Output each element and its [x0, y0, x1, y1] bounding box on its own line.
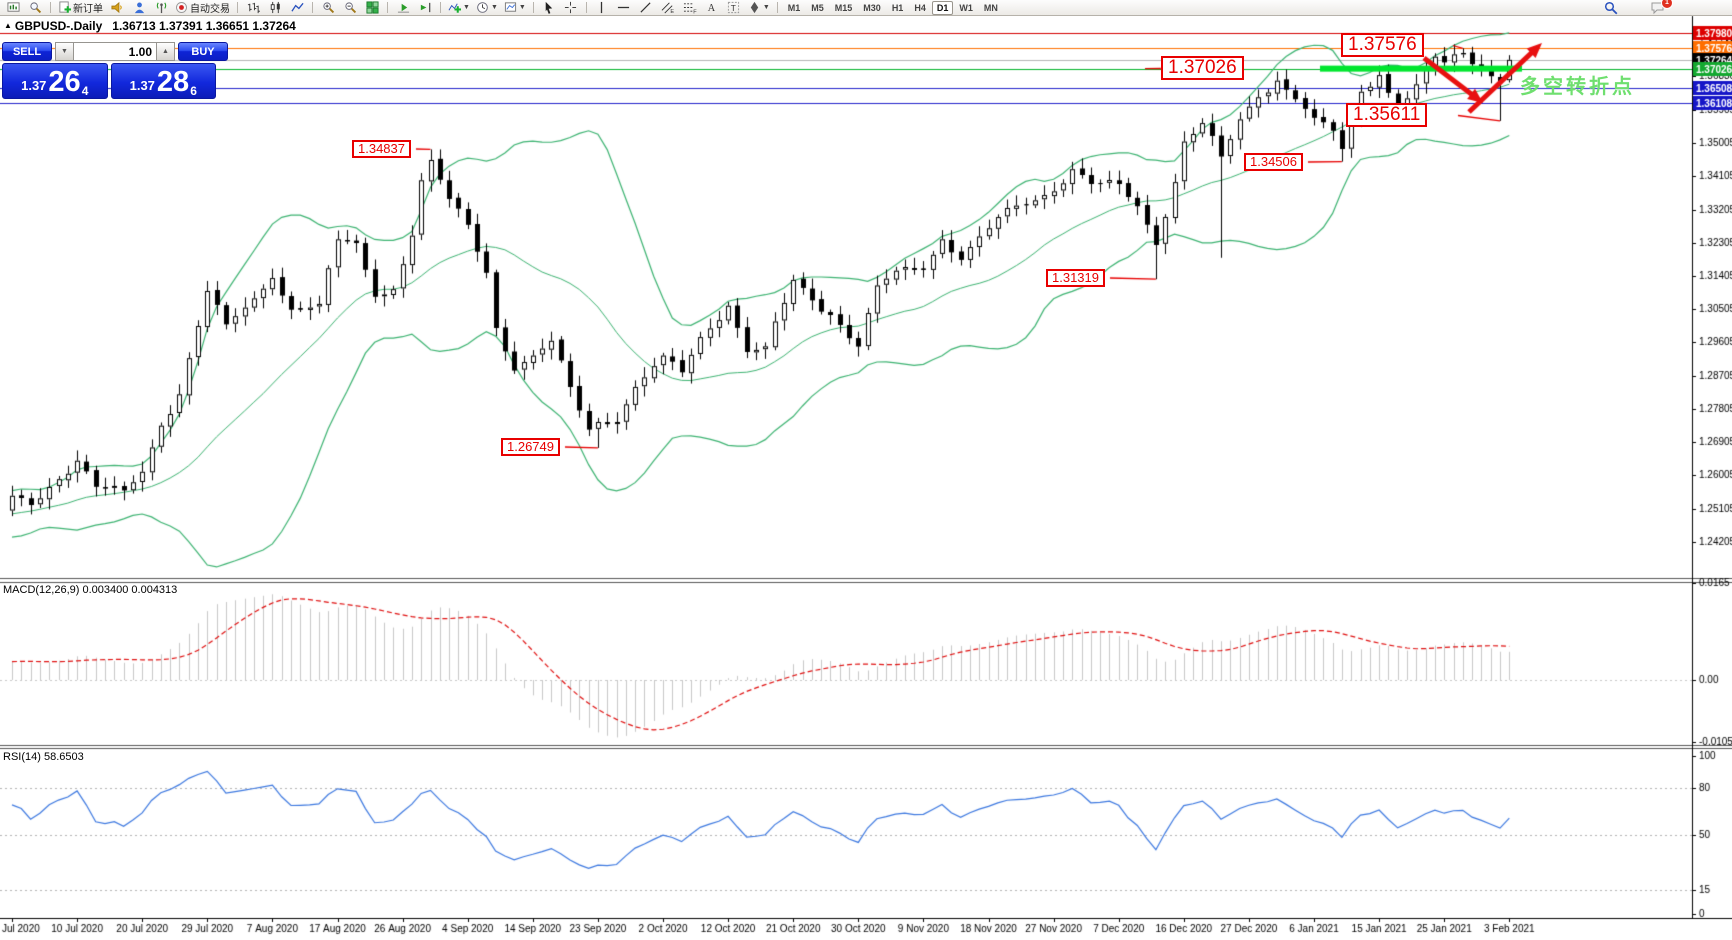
zoom-in-icon[interactable]	[318, 1, 338, 15]
indicators-button[interactable]: ▼	[446, 1, 472, 15]
autotrading-button[interactable]: 自动交易	[173, 1, 232, 15]
equidistant-channel-icon[interactable]: E	[658, 1, 678, 15]
vertical-line-icon[interactable]	[592, 1, 612, 15]
toolbar-separator	[532, 2, 534, 13]
price-callout-1.35611[interactable]: 1.35611	[1346, 103, 1428, 127]
toolbar-separator	[50, 2, 51, 13]
turning-point-note[interactable]: 多空转折点	[1520, 76, 1635, 98]
chat-icon[interactable]: 1	[1647, 0, 1673, 15]
timeframe-m1[interactable]: M1	[787, 2, 801, 13]
bar-chart-icon[interactable]	[243, 1, 263, 15]
timeframe-m30[interactable]: M30	[863, 2, 881, 13]
candle-chart-icon[interactable]	[265, 1, 285, 15]
volume-stepper: ▼ ▲	[55, 42, 175, 61]
svg-text:T: T	[731, 3, 736, 13]
price-callout-1.37576[interactable]: 1.37576	[1341, 33, 1424, 57]
price-callout-1.34837[interactable]: 1.34837	[352, 140, 411, 158]
ohlc-values: 1.36713 1.37391 1.36651 1.37264	[112, 19, 296, 33]
timeframe-h1[interactable]: H1	[891, 2, 904, 13]
chart-window-icon[interactable]	[3, 1, 23, 15]
toolbar-separator	[237, 2, 238, 13]
new-order-button[interactable]: 新订单	[56, 1, 105, 15]
rsi-label: RSI(14) 58.6503	[3, 751, 84, 763]
chat-badge: 1	[1661, 0, 1673, 9]
buy-price-display[interactable]: 1.37 28 6	[110, 63, 216, 99]
buy-price-pip: 6	[190, 84, 197, 98]
toolbar-separator	[312, 2, 313, 13]
sell-price-pip: 4	[81, 84, 89, 98]
crosshair-icon[interactable]	[561, 1, 581, 15]
main-toolbar: 新订单 自动交易 ▼ ▼	[0, 0, 1732, 16]
svg-text:F: F	[693, 10, 697, 14]
buy-price-prefix: 1.37	[129, 78, 155, 94]
chart-title: ▲ GBPUSD-.Daily 1.36713 1.37391 1.36651 1.…	[4, 19, 296, 33]
fibonacci-icon[interactable]: F	[680, 1, 700, 15]
market-watch-icon[interactable]	[129, 1, 149, 15]
timeframe-m15[interactable]: M15	[834, 2, 853, 13]
toolbar-right: 1	[1601, 0, 1673, 15]
text-label-icon[interactable]: T	[724, 1, 744, 15]
signal-icon[interactable]	[151, 1, 171, 15]
timeframe-mn[interactable]: MN	[983, 2, 998, 13]
autotrading-label: 自动交易	[190, 4, 230, 15]
timeframe-h4[interactable]: H4	[914, 2, 926, 13]
arrows-button[interactable]: ▼	[746, 1, 772, 15]
svg-text:A: A	[708, 3, 716, 14]
macd-label: MACD(12,26,9) 0.003400 0.004313	[3, 584, 178, 596]
sell-price-prefix: 1.37	[21, 78, 47, 94]
timeframe-d1[interactable]: D1	[931, 0, 954, 15]
chevron-down-icon: ▼	[463, 4, 470, 11]
trendline-icon[interactable]	[636, 1, 656, 15]
timeframe-bar: M1 M5 M15 M30 H1 H4 D1 W1 MN	[783, 0, 1003, 15]
auto-scroll-icon[interactable]	[393, 1, 413, 15]
new-order-label: 新订单	[73, 4, 103, 15]
text-icon[interactable]: A	[702, 1, 722, 15]
buy-price-main: 28	[156, 66, 190, 98]
price-callout-1.37026[interactable]: 1.37026	[1161, 56, 1244, 80]
toolbar-separator	[776, 2, 778, 13]
chevron-down-icon: ▼	[490, 4, 498, 11]
timeframe-m5[interactable]: M5	[811, 2, 824, 13]
chevron-down-icon: ▼	[762, 4, 770, 11]
symbol-period-label: GBPUSD-.Daily	[14, 19, 103, 33]
timeframe-w1[interactable]: W1	[959, 2, 973, 13]
search-icon[interactable]	[1601, 1, 1621, 15]
sell-button[interactable]: SELL	[2, 42, 52, 61]
chart-shift-icon[interactable]	[415, 1, 435, 15]
cursor-icon[interactable]	[539, 1, 559, 15]
periods-button[interactable]: ▼	[474, 1, 500, 15]
line-chart-icon[interactable]	[287, 1, 307, 15]
sell-price-display[interactable]: 1.37 26 4	[2, 63, 108, 99]
price-callout-1.26749[interactable]: 1.26749	[501, 438, 560, 456]
sell-price-main: 26	[48, 66, 81, 98]
templates-button[interactable]: ▼	[502, 1, 528, 15]
zoom-out-icon[interactable]	[340, 1, 360, 15]
chevron-down-icon: ▼	[518, 4, 526, 11]
sound-icon[interactable]	[107, 1, 127, 15]
volume-input[interactable]	[74, 42, 156, 61]
horizontal-line-icon[interactable]	[614, 1, 634, 15]
toolbar-separator	[440, 2, 441, 13]
price-callout-1.34506[interactable]: 1.34506	[1244, 153, 1303, 171]
tile-windows-icon[interactable]	[362, 1, 382, 15]
volume-increase-button[interactable]: ▲	[156, 42, 175, 61]
toolbar-separator	[585, 2, 587, 13]
print-preview-icon[interactable]	[25, 1, 45, 15]
toolbar-separator	[387, 2, 388, 13]
price-callout-1.31319[interactable]: 1.31319	[1046, 269, 1105, 287]
svg-text:E: E	[670, 9, 674, 14]
buy-button[interactable]: BUY	[178, 42, 228, 61]
window-marker-icon: ▲	[4, 21, 12, 30]
volume-decrease-button[interactable]: ▼	[55, 42, 74, 61]
